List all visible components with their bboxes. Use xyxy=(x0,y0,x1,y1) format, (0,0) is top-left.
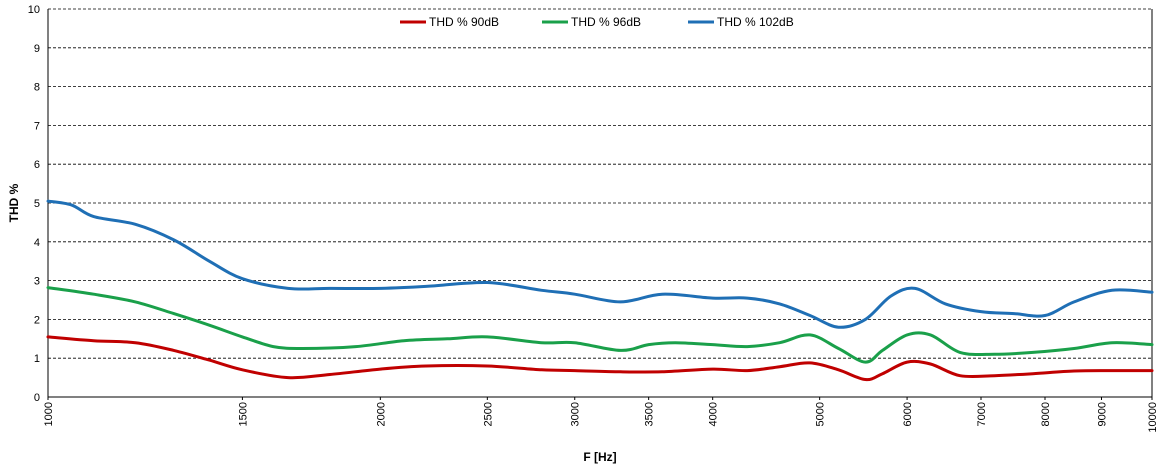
x-tick-label: 10000 xyxy=(1147,402,1159,433)
y-tick-label: 10 xyxy=(28,4,40,16)
legend: THD % 90dB THD % 96dB THD % 102dB xyxy=(400,15,794,29)
x-tick-label: 5000 xyxy=(815,402,827,426)
y-tick-label: 0 xyxy=(34,392,40,404)
x-tick-label: 7000 xyxy=(976,402,988,426)
y-tick-label: 3 xyxy=(34,276,40,288)
y-tick-label: 4 xyxy=(34,237,40,249)
series-line-3 xyxy=(46,199,1154,329)
y-tick-label: 5 xyxy=(34,198,40,210)
y-tick-labels: 0 1 2 3 4 5 6 7 8 9 10 xyxy=(28,4,40,404)
x-tick-label: 9000 xyxy=(1096,402,1108,426)
series-line-1 xyxy=(46,335,1154,382)
x-tick-label: 2500 xyxy=(482,402,494,426)
x-tick-label: 3500 xyxy=(644,402,656,426)
x-tick-label: 4000 xyxy=(708,402,720,426)
grid-lines xyxy=(48,8,1152,359)
y-tick-label: 2 xyxy=(34,314,40,326)
series-lines xyxy=(46,199,1154,382)
series-line-2 xyxy=(46,286,1154,364)
y-axis-title: THD % xyxy=(7,183,21,222)
x-tick-label: 3000 xyxy=(570,402,582,426)
legend-label-3: THD % 102dB xyxy=(717,15,794,29)
legend-label-2: THD % 96dB xyxy=(571,15,641,29)
legend-label-1: THD % 90dB xyxy=(429,15,499,29)
x-tick-label: 1000 xyxy=(43,402,55,426)
y-tick-label: 8 xyxy=(34,82,40,94)
y-tick-label: 1 xyxy=(34,353,40,365)
x-tick-label: 8000 xyxy=(1040,402,1052,426)
x-axis-title: F [Hz] xyxy=(583,450,616,464)
x-tick-label: 6000 xyxy=(902,402,914,426)
x-tick-label: 2000 xyxy=(375,402,387,426)
axes xyxy=(47,9,1153,398)
x-tick-labels: 1000 1500 2000 2500 3000 3500 4000 5000 6000 7000… xyxy=(43,397,1159,433)
y-tick-label: 7 xyxy=(34,120,40,132)
y-tick-label: 6 xyxy=(34,159,40,171)
y-tick-label: 9 xyxy=(34,43,40,55)
x-tick-label: 1500 xyxy=(237,402,249,426)
